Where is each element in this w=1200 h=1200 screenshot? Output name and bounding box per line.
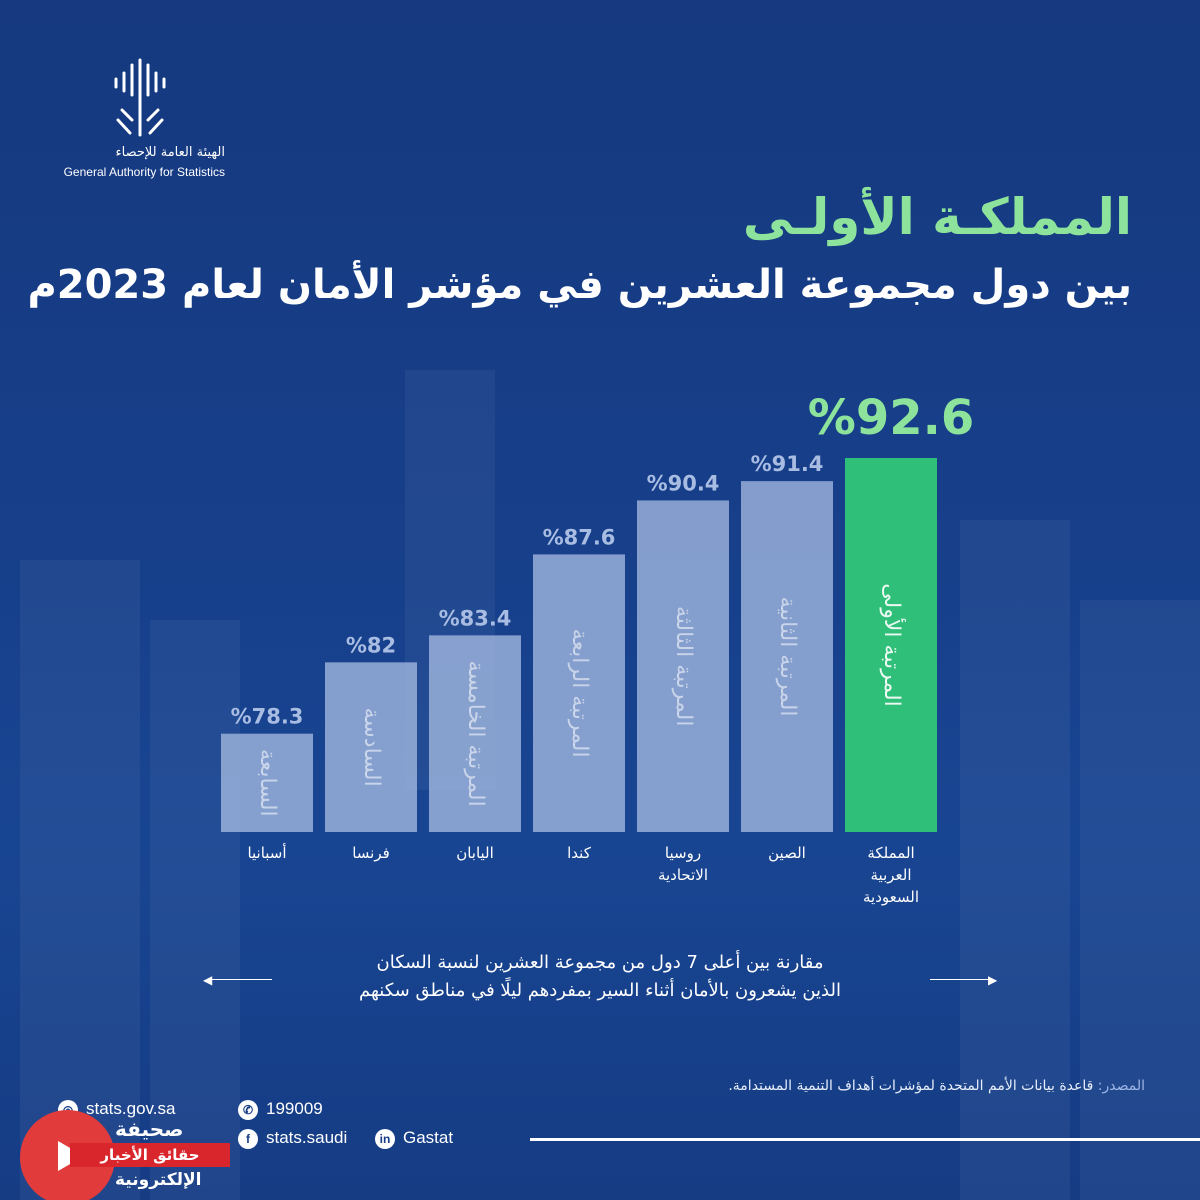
watermark-line1: صحيفة: [115, 1117, 184, 1141]
category-label: أسبانيا: [247, 843, 286, 862]
category-label: الصين: [768, 844, 806, 862]
watermark-line2: الإلكترونية: [115, 1170, 202, 1190]
phone-icon: ✆: [238, 1099, 258, 1120]
facebook-icon: f: [238, 1128, 258, 1149]
bar: [429, 635, 521, 832]
linkedin-icon: in: [375, 1128, 395, 1149]
value-label: %91.4: [751, 452, 824, 476]
left-arrow-icon: ◀: [203, 973, 213, 987]
news-watermark: صحيفة حقائق الأخبار الإلكترونية: [10, 1105, 250, 1200]
category-label: فرنسا: [352, 844, 390, 862]
bar: [637, 500, 729, 832]
value-label: %82: [346, 633, 396, 657]
value-label: %83.4: [439, 606, 512, 630]
palm-logo-icon: [114, 58, 166, 137]
bar: [325, 662, 417, 832]
rank-label: المرتبة الرابعة: [567, 629, 592, 758]
facebook-contact[interactable]: f stats.saudi: [238, 1128, 347, 1149]
org-name-ar: الهيئة العامة للإحصاء: [115, 145, 225, 160]
bottom-rule: [530, 1138, 1200, 1141]
building-silhouette: [150, 620, 240, 1200]
building-silhouette: [1080, 600, 1200, 1200]
rank-label: المرتبة الأولى: [879, 583, 906, 707]
bar: [221, 733, 313, 832]
right-arrow-line: [930, 979, 992, 980]
rank-label: المرتبة الخامسة: [463, 661, 488, 807]
bar: [533, 554, 625, 832]
value-label: %87.6: [543, 525, 616, 549]
rank-label: السابعة: [255, 749, 280, 817]
facebook-text: stats.saudi: [266, 1128, 348, 1147]
building-silhouette: [20, 560, 140, 1200]
left-arrow-line: [210, 979, 272, 980]
category-label: اليابان: [456, 844, 494, 862]
building-silhouette: [960, 520, 1070, 1200]
rank-label: المرتبة الثانية: [775, 597, 800, 717]
category-label: الاتحادية: [658, 866, 708, 884]
phone-text: 199009: [266, 1099, 323, 1118]
org-name-en: General Authority for Statistics: [63, 165, 225, 179]
bar: [741, 481, 833, 832]
source-note: المصدر: قاعدة بيانات الأمم المتحدة لمؤشر…: [728, 1078, 1145, 1094]
category-label: المملكة: [867, 844, 914, 862]
chart-description-line1: مقارنة بين أعلى 7 دول من مجموعة العشرين …: [376, 952, 824, 973]
source-text: قاعدة بيانات الأمم المتحدة لمؤشرات أهداف…: [728, 1078, 1094, 1094]
page-title: المملكـة الأولـى: [742, 188, 1132, 246]
gastat-logo: الهيئة العامة للإحصاء General Authority …: [55, 55, 225, 185]
category-label: العربية: [871, 866, 912, 884]
source-label: المصدر:: [1097, 1078, 1145, 1094]
rank-label: السادسة: [359, 708, 384, 787]
value-label: %92.6: [808, 390, 975, 446]
value-label: %78.3: [231, 705, 304, 729]
page-subtitle: بين دول مجموعة العشرين في مؤشر الأمان لع…: [27, 262, 1132, 308]
right-arrow-icon: ▶: [988, 973, 998, 987]
linkedin-text: Gastat: [403, 1128, 454, 1147]
bar: [845, 458, 937, 832]
category-label: السعودية: [863, 888, 919, 906]
category-label: روسيا: [665, 844, 701, 862]
website-text: stats.gov.sa: [86, 1099, 176, 1118]
phone-contact[interactable]: ✆ 199009: [238, 1099, 323, 1120]
value-label: %90.4: [647, 471, 720, 495]
chart-description-line2: الذين يشعرون بالأمان أثناء السير بمفردهم…: [359, 980, 841, 1001]
rank-label: المرتبة الثالثة: [671, 606, 696, 727]
watermark-band: حقائق الأخبار: [70, 1143, 230, 1167]
category-label: كندا: [567, 844, 592, 862]
linkedin-contact[interactable]: in Gastat: [375, 1128, 453, 1149]
